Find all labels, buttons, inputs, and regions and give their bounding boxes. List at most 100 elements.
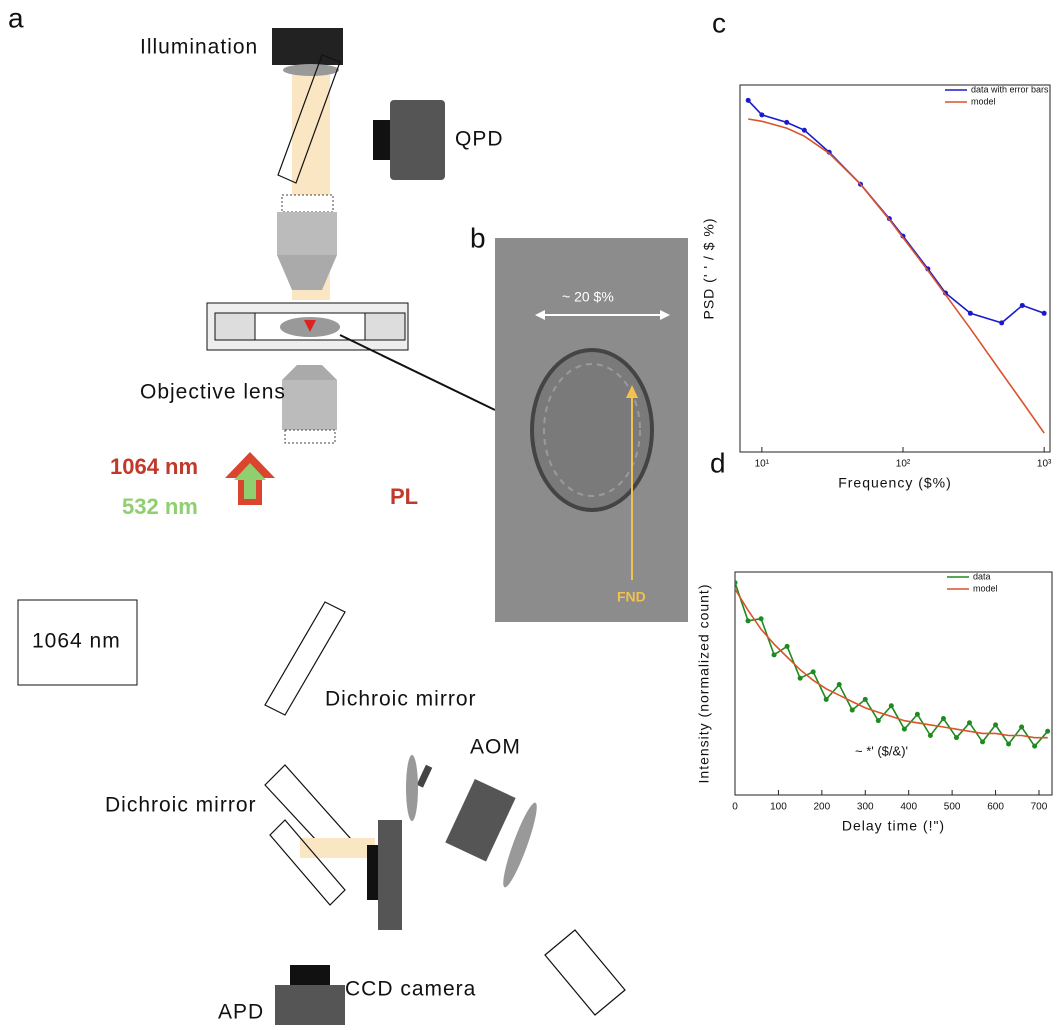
x-tick-label: 400 [900,802,917,813]
data-point [823,696,829,702]
panel-label: b [470,222,486,253]
data-point [999,320,1005,326]
mirror [544,929,626,1016]
mirror [264,601,346,716]
data-point [810,669,816,675]
data-point [784,119,790,125]
objective [282,380,337,430]
data-point [875,718,881,724]
series-line [735,588,1048,739]
legend-label: model [973,583,998,593]
data-point [1045,728,1051,734]
legend-label: data [973,571,991,581]
legend-label: model [971,96,996,106]
aom [445,778,516,862]
label: PL [390,484,418,509]
arrowhead [626,385,638,398]
objective [277,212,337,255]
panel-label: d [710,447,726,478]
data-point [771,652,777,658]
label: 1064 nm [110,454,198,479]
spacer [364,312,406,341]
data-point [980,739,986,745]
mirror [277,54,341,184]
data-point [966,720,972,726]
data-point [862,696,868,702]
x-tick-label: 300 [857,802,874,813]
x-tick-label: 500 [944,802,961,813]
camera-front [367,845,380,900]
arrowhead [535,310,545,320]
annotation: ~ *' ($/&)' [855,743,908,758]
cell-interior [543,363,641,497]
pointer [339,334,496,411]
data-point [888,703,894,709]
objective-ribs [281,194,334,213]
x-tick-label: 10³ [1037,459,1052,470]
data-point [745,97,751,103]
data-point [1019,302,1025,308]
series-line [748,118,1045,434]
apd [275,985,345,1025]
series-line [735,582,1049,748]
data-point [784,643,790,649]
laser [17,599,138,686]
label: 532 nm [122,494,198,519]
label: 1064 nm [32,630,121,653]
label: Illumination [140,36,258,59]
data-point [745,618,751,624]
data-point [901,726,907,732]
label: FND [617,589,646,605]
objective-ribs [284,429,336,444]
label: Objective lens [140,381,286,404]
data-point [758,616,764,622]
qpd [390,100,445,180]
label: Dichroic mirror [325,688,477,711]
cell [530,348,654,512]
label: Dichroic mirror [105,794,257,817]
data-point [914,711,920,717]
ccd-camera [378,820,402,930]
data-point [953,735,959,741]
data-point [967,310,973,316]
data-point [1006,741,1012,747]
data-point [927,733,933,739]
x-tick-label: 0 [732,802,738,813]
apd-front [290,965,330,987]
label: CCD camera [345,978,476,1001]
x-axis-label: Frequency ($%) [838,475,952,491]
plot-frame [734,571,1053,796]
y-axis-label: PSD (' ' / $ %) [701,217,717,319]
x-tick-label: 100 [770,802,787,813]
legend-label: data with error bars [971,84,1049,94]
condenser-lens [283,64,339,76]
y-axis-label: Intensity (normalized count) [696,584,712,784]
panel-label: a [8,2,24,33]
data-point [993,722,999,728]
data-point [1041,310,1047,316]
data-point [797,675,803,681]
data-point [849,707,855,713]
data-point [1019,724,1025,730]
beam [300,838,375,858]
x-tick-label: 200 [814,802,831,813]
series-line [747,99,1045,324]
lens [503,802,537,888]
objective-tip [277,255,337,290]
qpd-front [373,120,391,160]
x-tick-label: 700 [1031,802,1048,813]
x-tick-label: 10¹ [755,459,770,470]
label: APD [218,1001,264,1024]
x-axis-label: Delay time (!") [842,818,945,834]
label: AOM [470,736,521,759]
label: ~ 20 $% [562,289,614,305]
x-tick-label: 10² [896,459,911,470]
x-tick-label: 600 [987,802,1004,813]
arrowhead [660,310,670,320]
lens [406,755,418,821]
spacer [214,312,256,341]
data-point [801,127,807,133]
data-point [836,682,842,688]
data-point [735,580,738,586]
